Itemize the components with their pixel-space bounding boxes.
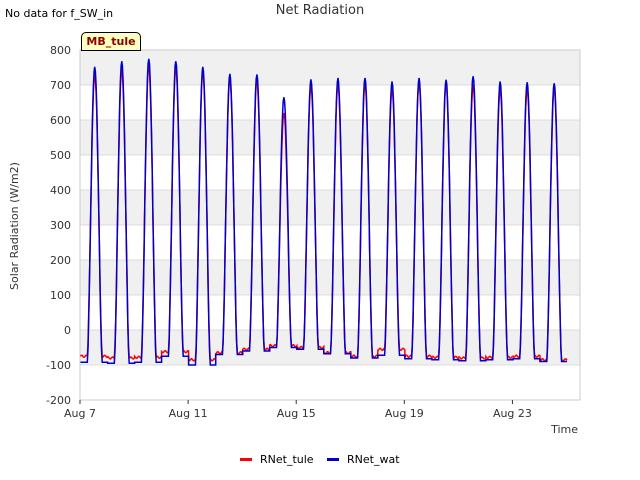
y-tick-label: 700 [50,79,71,92]
x-tick-label: Aug 11 [169,407,208,420]
site-label-badge: MB_tule [81,32,141,51]
plot-band [80,120,580,155]
legend-swatch-rnet-wat [327,458,339,461]
y-tick-label: 500 [50,149,71,162]
x-axis-label: Time [550,423,578,436]
x-axis-ticks: Aug 7 Aug 11 Aug 15 Aug 19 Aug 23 [64,400,532,420]
y-axis-label: Solar Radiation (W/m2) [8,162,21,290]
y-tick-label: -100 [46,359,71,372]
legend-label-rnet-wat: RNet_wat [347,453,400,466]
plot-background [80,50,580,400]
legend-swatch-rnet-tule [240,458,252,461]
y-tick-label: 400 [50,184,71,197]
legend-item-rnet-tule: RNet_tule [240,453,314,466]
x-tick-label: Aug 23 [493,407,532,420]
plot-band [80,85,580,120]
x-tick-label: Aug 7 [64,407,96,420]
plot-band [80,50,580,85]
x-tick-label: Aug 19 [385,407,424,420]
plot-band [80,225,580,260]
plot-band [80,330,580,365]
y-tick-label: 200 [50,254,71,267]
y-tick-label: 0 [64,324,71,337]
y-tick-label: -200 [46,394,71,407]
y-tick-label: 600 [50,114,71,127]
y-axis-ticks: -200 -100 0 100 200 300 400 500 600 700 800 [46,44,71,407]
y-tick-label: 800 [50,44,71,57]
plot-band [80,190,580,225]
legend-label-rnet-tule: RNet_tule [260,453,314,466]
plot-band [80,260,580,295]
plot-frame [79,49,581,401]
y-tick-label: 300 [50,219,71,232]
chart-title: Net Radiation [275,3,365,18]
legend-item-rnet-wat: RNet_wat [327,453,400,466]
x-tick-label: Aug 15 [277,407,316,420]
y-tick-label: 100 [50,289,71,302]
plot-band [80,155,580,190]
plot-band [80,295,580,330]
plot-band [80,365,580,400]
no-data-note: No data for f_SW_in [5,7,114,20]
series-lines [79,58,568,366]
series-line-rnet-wat [80,58,567,366]
